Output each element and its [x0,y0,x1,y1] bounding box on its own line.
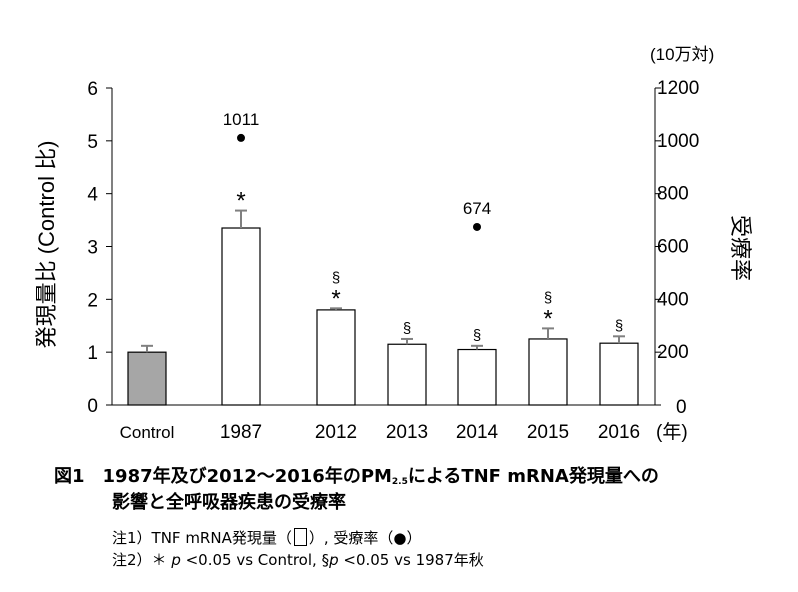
caption-subscript: 2.5 [391,477,408,487]
x-tick-label: 1987 [220,422,262,443]
rate-point [237,133,245,142]
x-tick-label: 2013 [386,422,428,443]
note-1: 注1）TNF mRNA発現量（ ）, 受療率（●） [112,527,421,548]
note-2: 注2）＊ p <0.05 vs Control, §p <0.05 vs 198… [112,549,484,570]
x-tick-label: 2012 [315,422,357,443]
caption-text-end: によるTNF mRNA発現量への [407,466,659,487]
y2-tick-label: 400 [657,289,689,310]
y-tick-label: 2 [87,290,98,311]
rate-point [473,222,481,231]
y2-tick-label: 1000 [657,131,699,152]
note-1-text-end: ）, 受療率（●） [308,529,422,547]
x-tick-label: Control [120,423,175,442]
y2-tick-label: 800 [657,184,689,205]
chart-labels: 0 1 2 3 4 5 6 0 200 400 600 800 1000 1200 Control * 1987… [34,45,753,443]
x-tick-label: 2015 [527,422,569,443]
y2-unit-label: (10万対) [650,45,714,64]
significance-asterisk: * [331,285,340,312]
y-tick-label: 6 [87,79,98,100]
bar-legend-box-icon [293,528,307,546]
significance-asterisk: * [543,305,552,332]
note-2-text-b: <0.05 vs Control, § [180,551,330,569]
bar [528,338,568,406]
note-2-p2: p [329,551,339,569]
y-tick-label: 5 [87,132,98,153]
bar-chart: 0 1 2 3 4 5 6 0 200 400 600 800 1000 1200 Control * 1987… [34,45,753,443]
significance-section: § [403,320,411,337]
rate-data-label: 674 [463,199,491,218]
y-tick-label: 4 [87,185,98,206]
note-1-text: 注1）TNF mRNA発現量（ [112,529,292,547]
significance-section: § [544,289,552,306]
chart-marks [237,133,481,231]
y2-tick-label: 1200 [657,78,699,99]
caption-text: 図1 1987年及び2012～2016年のPM [54,466,392,487]
y-axis-title: 発現量比 (Control 比) [34,141,59,349]
y2-tick-label: 600 [657,237,689,258]
bar [457,348,497,406]
bar [599,342,639,406]
note-2-text-c: <0.05 vs 1987年秋 [338,551,484,569]
bar [221,227,261,406]
figure-caption-line2: 影響と全呼吸器疾患の受療率 [112,492,346,513]
significance-section: § [473,327,481,344]
y-tick-label: 0 [87,396,98,417]
y-tick-label: 1 [87,343,98,364]
y-tick-label: 3 [87,238,98,259]
note-2-text-a: 注2）＊ [112,551,172,569]
significance-asterisk: * [236,188,245,215]
rate-data-label: 1011 [223,110,260,129]
x-tick-label: 2016 [598,422,640,443]
chart-bars [127,209,639,406]
note-2-p: p [171,551,181,569]
y2-tick-label: 0 [676,397,687,418]
significance-section: § [332,269,340,286]
y2-axis-title: 受療率 [728,215,753,281]
significance-section: § [615,317,623,334]
y2-tick-label: 200 [657,342,689,363]
bar [127,351,167,406]
chart-axes [106,87,661,406]
bar [316,309,356,406]
bar [387,343,427,406]
x-unit-label: (年) [656,421,688,443]
x-tick-label: 2014 [456,422,499,443]
figure-caption-line1: 図1 1987年及び2012～2016年のPM2.5によるTNF mRNA発現量… [54,462,659,488]
